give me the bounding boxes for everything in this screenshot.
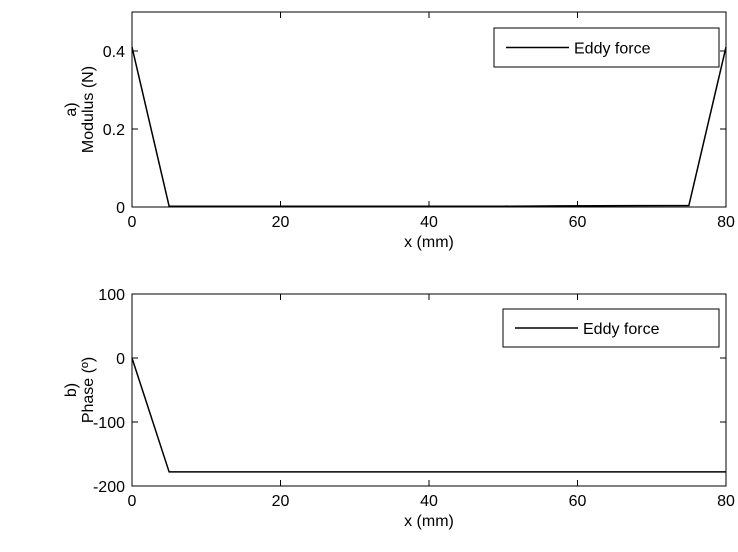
x-tick-label: 80: [717, 493, 735, 510]
legend: Eddy force: [493, 27, 720, 68]
series-line-eddy-force: [131, 357, 726, 473]
y-tick-label: 0: [116, 200, 125, 217]
series-line-eddy-force: [131, 46, 727, 207]
legend-label: Eddy force: [574, 41, 651, 58]
legend: Eddy force: [502, 308, 720, 348]
chart-panel-b: 0 20 40 60 80 -200 -100 0 100 x (mm) b)Phase (º) Ed…: [63, 287, 735, 530]
x-tick-label: 40: [420, 493, 438, 510]
panel-letter: a): [63, 102, 80, 116]
y-axis-title: Modulus (N): [80, 66, 97, 153]
x-tick-label: 20: [272, 493, 290, 510]
x-tick-label: 0: [128, 214, 137, 231]
panel-letter: b): [63, 383, 80, 397]
chart-panel-a: 0 20 40 60 80 0 0.2 0.4 x (mm) a)Modulus (N) Eddy …: [63, 11, 735, 251]
x-tick-label: 40: [420, 214, 438, 231]
legend-box: [502, 308, 720, 348]
y-axis-label: b)Phase (º): [63, 357, 97, 423]
x-axis-label: x (mm): [404, 234, 454, 251]
x-axis-label: x (mm): [404, 513, 454, 530]
x-tick-label: 60: [569, 493, 587, 510]
x-tick-label: 60: [569, 214, 587, 231]
y-tick-label: 100: [98, 287, 125, 304]
legend-label: Eddy force: [583, 321, 660, 338]
x-tick-label: 0: [128, 493, 137, 510]
y-tick-label: 0: [116, 351, 125, 368]
y-tick-label: 0.4: [103, 44, 125, 61]
y-axis-label: a)Modulus (N): [63, 66, 97, 153]
x-tick-label: 20: [272, 214, 290, 231]
y-tick-label: -200: [93, 479, 125, 496]
y-axis-title: Phase (º): [80, 357, 97, 423]
y-tick-label: 0.2: [103, 122, 125, 139]
y-tick-label: -100: [93, 415, 125, 432]
x-tick-label: 80: [717, 214, 735, 231]
